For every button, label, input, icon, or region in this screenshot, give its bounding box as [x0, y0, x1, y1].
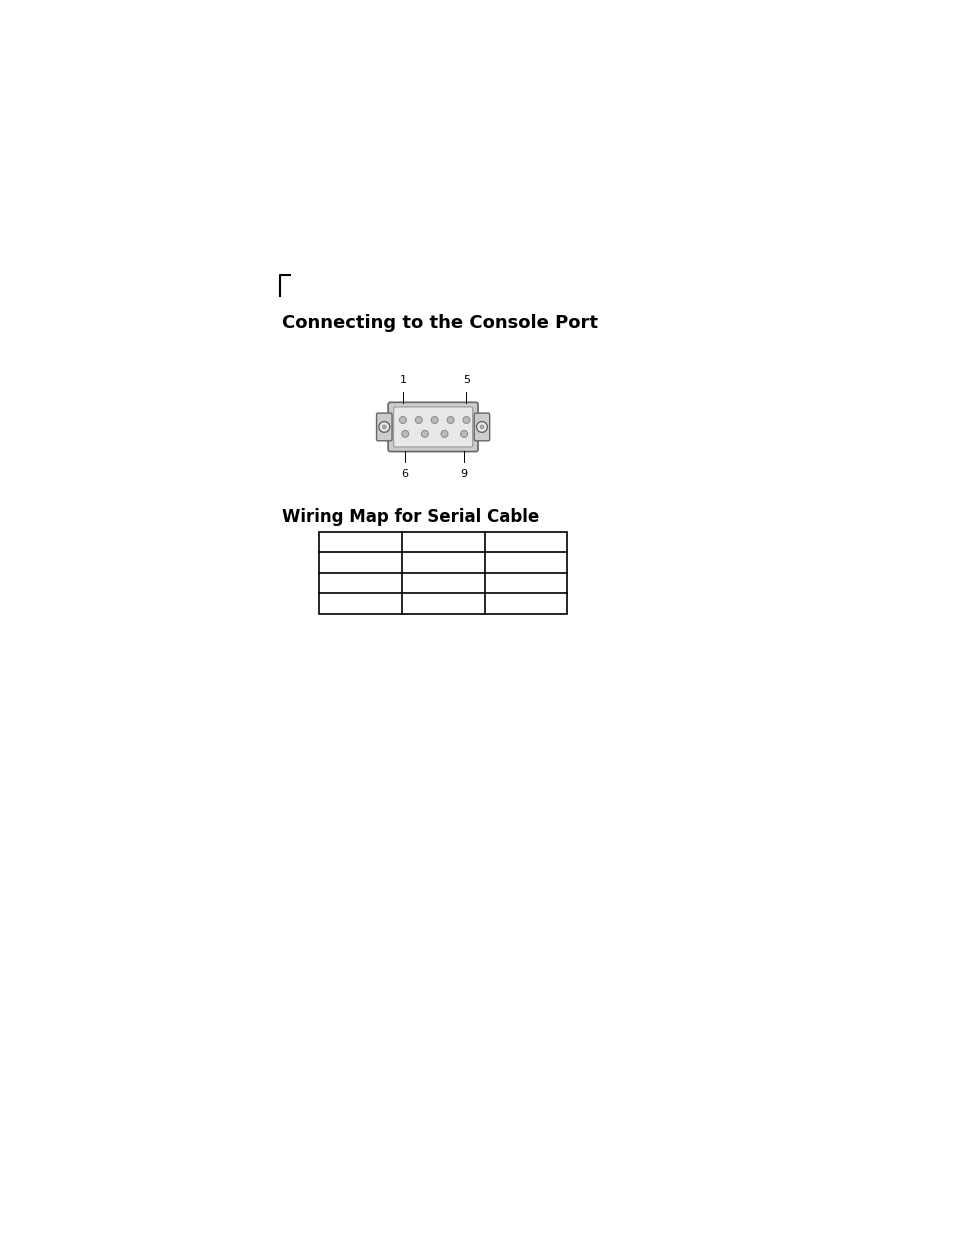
Circle shape	[399, 416, 406, 424]
Circle shape	[382, 425, 386, 429]
Circle shape	[447, 416, 454, 424]
Text: 9: 9	[460, 468, 467, 478]
Circle shape	[401, 431, 408, 437]
Circle shape	[378, 421, 390, 432]
Circle shape	[476, 421, 487, 432]
Bar	[319, 531, 567, 614]
Circle shape	[460, 431, 467, 437]
Circle shape	[415, 416, 422, 424]
Circle shape	[479, 425, 483, 429]
FancyBboxPatch shape	[474, 412, 489, 441]
Text: Wiring Map for Serial Cable: Wiring Map for Serial Cable	[282, 508, 538, 526]
Text: Connecting to the Console Port: Connecting to the Console Port	[282, 314, 598, 332]
FancyBboxPatch shape	[376, 412, 392, 441]
Circle shape	[440, 431, 448, 437]
Text: 6: 6	[401, 468, 408, 478]
Text: 1: 1	[399, 375, 406, 385]
FancyBboxPatch shape	[394, 406, 472, 447]
Text: 5: 5	[462, 375, 470, 385]
FancyBboxPatch shape	[388, 403, 477, 452]
Circle shape	[431, 416, 437, 424]
Circle shape	[421, 431, 428, 437]
Circle shape	[462, 416, 470, 424]
